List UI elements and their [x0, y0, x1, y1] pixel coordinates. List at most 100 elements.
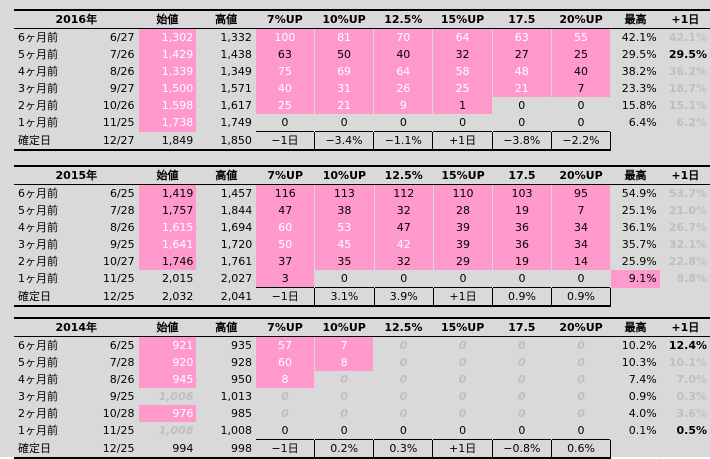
- p175-cell[interactable]: 0: [492, 388, 551, 405]
- confirm-p10[interactable]: 3.1%: [315, 288, 374, 307]
- confirm-p15[interactable]: +1日: [433, 440, 492, 459]
- confirm-p175[interactable]: −0.8%: [492, 440, 551, 459]
- p7-cell[interactable]: 3: [256, 270, 315, 288]
- max-cell[interactable]: 42.1%: [611, 29, 661, 47]
- header-max[interactable]: 最高: [611, 10, 661, 29]
- confirm-p7[interactable]: −1日: [256, 440, 315, 459]
- max-cell[interactable]: 38.2%: [611, 63, 661, 80]
- p15-cell[interactable]: 29: [433, 253, 492, 270]
- p10-cell[interactable]: 0: [314, 114, 373, 132]
- d1-cell[interactable]: 10.1%: [660, 354, 710, 371]
- p175-cell[interactable]: 0: [492, 97, 551, 114]
- p7-cell[interactable]: 0: [256, 388, 315, 405]
- d1-cell[interactable]: 36.2%: [660, 63, 710, 80]
- high-cell[interactable]: 1,332: [197, 29, 256, 47]
- row-label[interactable]: 6ヶ月前: [15, 185, 82, 203]
- d1-cell[interactable]: 0.5%: [660, 422, 710, 440]
- row-date[interactable]: 11/25: [81, 114, 138, 132]
- high-cell[interactable]: 1,349: [197, 63, 256, 80]
- p20-cell[interactable]: 0: [551, 422, 610, 440]
- p175-cell[interactable]: 0: [492, 371, 551, 388]
- p10-cell[interactable]: 21: [314, 97, 373, 114]
- open-cell[interactable]: 1,006: [138, 388, 197, 405]
- confirm-p125[interactable]: 3.9%: [374, 288, 433, 307]
- header-7up[interactable]: 7%UP: [256, 318, 315, 337]
- p125-cell[interactable]: 0: [374, 422, 433, 440]
- p7-cell[interactable]: 57: [256, 337, 315, 355]
- header-15up[interactable]: 15%UP: [433, 166, 492, 185]
- row-label[interactable]: 5ヶ月前: [15, 354, 82, 371]
- p10-cell[interactable]: 0: [314, 422, 373, 440]
- open-cell[interactable]: 1,008: [138, 422, 197, 440]
- p15-cell[interactable]: 0: [433, 354, 492, 371]
- empty-cell[interactable]: [660, 440, 710, 459]
- p175-cell[interactable]: 21: [492, 80, 551, 97]
- p20-cell[interactable]: 0: [551, 354, 610, 371]
- p125-cell[interactable]: 0: [374, 354, 433, 371]
- row-date[interactable]: 9/27: [81, 80, 138, 97]
- row-label[interactable]: 5ヶ月前: [15, 46, 82, 63]
- d1-cell[interactable]: 42.1%: [660, 29, 710, 47]
- p20-cell[interactable]: 0: [551, 270, 610, 288]
- open-cell[interactable]: 1,641: [138, 236, 197, 253]
- row-label[interactable]: 2ヶ月前: [15, 405, 82, 422]
- open-cell[interactable]: 1,738: [138, 114, 197, 132]
- row-date[interactable]: 6/25: [81, 185, 138, 203]
- d1-cell[interactable]: 7.0%: [660, 371, 710, 388]
- p10-cell[interactable]: 0: [314, 405, 373, 422]
- p125-cell[interactable]: 0: [374, 337, 433, 355]
- max-cell[interactable]: 10.2%: [611, 337, 661, 355]
- p125-cell[interactable]: 0: [374, 270, 433, 288]
- p10-cell[interactable]: 38: [315, 202, 374, 219]
- p15-cell[interactable]: 39: [433, 236, 492, 253]
- p175-cell[interactable]: 0: [492, 114, 551, 132]
- d1-cell[interactable]: 18.7%: [660, 80, 710, 97]
- p10-cell[interactable]: 0: [314, 388, 373, 405]
- open-cell[interactable]: 1,302: [138, 29, 197, 47]
- d1-cell[interactable]: 8.8%: [660, 270, 710, 288]
- high-cell[interactable]: 1,694: [197, 219, 256, 236]
- header-17-5[interactable]: 17.5: [492, 10, 551, 29]
- year-label[interactable]: 2014年: [15, 318, 139, 337]
- header-high[interactable]: 高値: [197, 318, 256, 337]
- open-cell[interactable]: 1,429: [138, 46, 197, 63]
- header-12-5[interactable]: 12.5%: [374, 318, 433, 337]
- p10-cell[interactable]: 8: [314, 354, 373, 371]
- d1-cell[interactable]: 12.4%: [660, 337, 710, 355]
- empty-cell[interactable]: [660, 288, 710, 307]
- p15-cell[interactable]: 39: [433, 219, 492, 236]
- p125-cell[interactable]: 0: [374, 371, 433, 388]
- row-date[interactable]: 10/28: [81, 405, 138, 422]
- p15-cell[interactable]: 1: [433, 97, 492, 114]
- p125-cell[interactable]: 9: [374, 97, 433, 114]
- header-12-5[interactable]: 12.5%: [374, 10, 433, 29]
- open-cell[interactable]: 1,615: [138, 219, 197, 236]
- confirm-p175[interactable]: −3.8%: [492, 132, 551, 151]
- p15-cell[interactable]: 0: [433, 405, 492, 422]
- header-max[interactable]: 最高: [611, 166, 661, 185]
- open-cell[interactable]: 1,419: [138, 185, 197, 203]
- p20-cell[interactable]: 7: [551, 80, 610, 97]
- p10-cell[interactable]: 45: [315, 236, 374, 253]
- confirm-p175[interactable]: 0.9%: [493, 288, 552, 307]
- high-cell[interactable]: 1,013: [197, 388, 256, 405]
- header-17-5[interactable]: 17.5: [493, 166, 552, 185]
- open-cell[interactable]: 1,598: [138, 97, 197, 114]
- row-date[interactable]: 6/27: [81, 29, 138, 47]
- row-date[interactable]: 9/25: [81, 236, 138, 253]
- max-cell[interactable]: 0.1%: [611, 422, 661, 440]
- confirm-label[interactable]: 確定日: [15, 132, 82, 151]
- p15-cell[interactable]: 32: [433, 46, 492, 63]
- p20-cell[interactable]: 14: [551, 253, 610, 270]
- high-cell[interactable]: 1,617: [197, 97, 256, 114]
- p7-cell[interactable]: 0: [255, 114, 314, 132]
- p7-cell[interactable]: 37: [256, 253, 315, 270]
- empty-cell[interactable]: [611, 288, 661, 307]
- p175-cell[interactable]: 0: [492, 337, 551, 355]
- confirm-label[interactable]: 確定日: [15, 288, 82, 307]
- p7-cell[interactable]: 50: [256, 236, 315, 253]
- p125-cell[interactable]: 64: [374, 63, 433, 80]
- high-cell[interactable]: 950: [197, 371, 256, 388]
- p15-cell[interactable]: 0: [433, 422, 492, 440]
- header-open[interactable]: 始値: [138, 10, 197, 29]
